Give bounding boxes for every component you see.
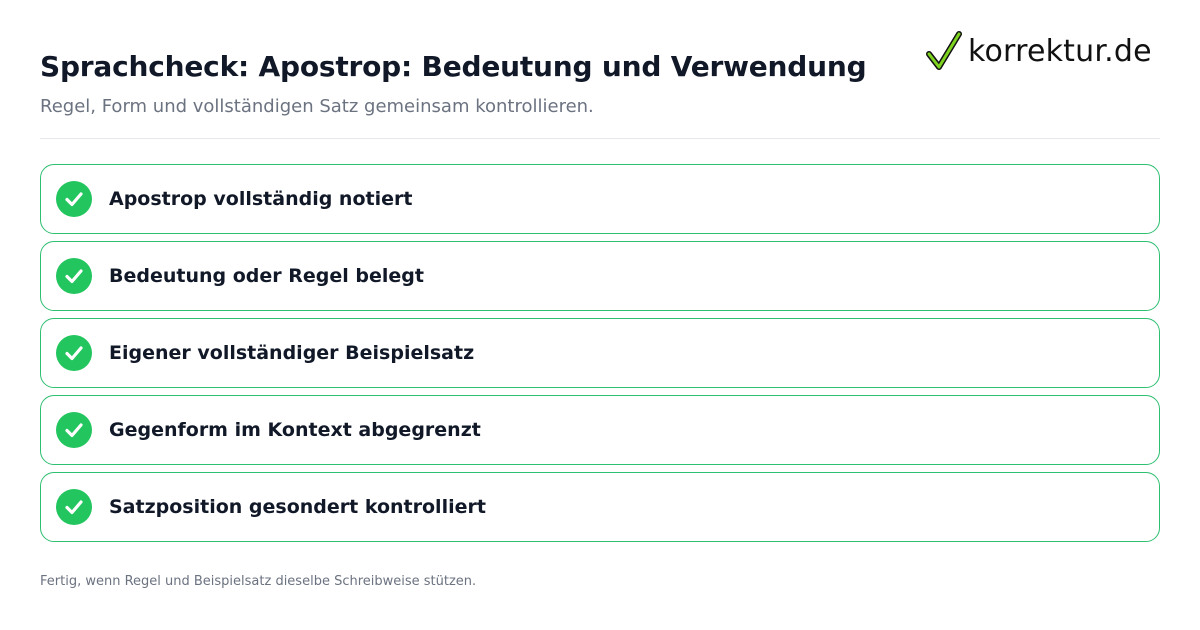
checklist-item: Bedeutung oder Regel belegt [40,241,1160,311]
brand-logo: korrektur.de [926,30,1152,72]
checklist: Apostrop vollständig notiert Bedeutung o… [40,164,1160,549]
checklist-item-label: Apostrop vollständig notiert [109,188,413,210]
brand-name: korrektur.de [968,33,1152,69]
page-subtitle: Regel, Form und vollständigen Satz gemei… [40,96,594,117]
checklist-item-label: Satzposition gesondert kontrolliert [109,496,486,518]
footer-note: Fertig, wenn Regel und Beispielsatz dies… [40,574,477,589]
check-circle-icon [56,335,92,371]
checklist-item: Gegenform im Kontext abgegrenzt [40,395,1160,465]
header-divider [40,138,1160,139]
check-circle-icon [56,258,92,294]
check-circle-icon [56,489,92,525]
check-circle-icon [56,181,92,217]
checklist-item: Satzposition gesondert kontrolliert [40,472,1160,542]
checkmark-icon [926,30,962,72]
checklist-item: Eigener vollständiger Beispielsatz [40,318,1160,388]
checklist-item-label: Bedeutung oder Regel belegt [109,265,424,287]
checklist-item-label: Eigener vollständiger Beispielsatz [109,342,475,364]
checklist-item: Apostrop vollständig notiert [40,164,1160,234]
checklist-item-label: Gegenform im Kontext abgegrenzt [109,419,481,441]
check-circle-icon [56,412,92,448]
page-title: Sprachcheck: Apostrop: Bedeutung und Ver… [40,50,867,83]
